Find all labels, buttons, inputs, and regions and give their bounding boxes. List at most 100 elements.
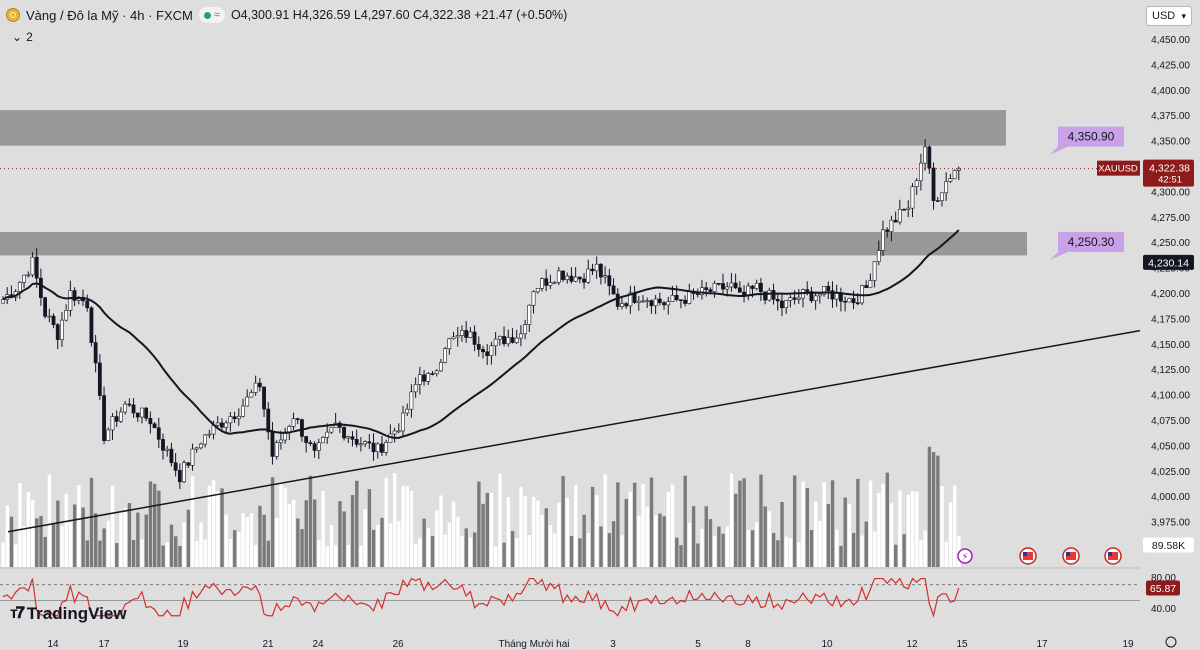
candle-body [906, 207, 911, 210]
volume-bar [675, 537, 679, 567]
volume-bar [254, 544, 258, 567]
ma-value-tag: 4,230.14 [1148, 257, 1189, 269]
volume-bar [35, 518, 39, 567]
candle-body [712, 283, 717, 292]
volume-bar [763, 506, 767, 567]
candle-body [350, 436, 355, 440]
volume-bar [207, 485, 212, 567]
volume-bar [195, 540, 199, 567]
candlesticks[interactable] [1, 139, 961, 490]
volume-bar [317, 539, 321, 567]
indicator-toggle[interactable]: ⌄ 2 [12, 30, 33, 44]
candle-body [594, 263, 599, 272]
volume-bar [279, 481, 283, 567]
candle-body [855, 302, 860, 305]
trendline[interactable] [7, 329, 1141, 533]
candle-body [245, 396, 250, 407]
volume-bar [721, 533, 725, 567]
candle-body [249, 392, 254, 398]
price-tick-label: 4,375.00 [1151, 111, 1190, 122]
candle-body [754, 282, 759, 289]
candle-body [1, 299, 5, 304]
candle-body [447, 338, 452, 350]
trendline-segment [7, 329, 1141, 533]
candle-body [725, 286, 730, 290]
time-axis[interactable]: 14 17 19 21 24 26 Tháng Mười hai 3 5 8 10 12 15 17 19 [47, 636, 1177, 650]
candle-body [165, 448, 170, 451]
volume-bar [881, 483, 885, 567]
candle-body [531, 291, 536, 306]
volume-bar [679, 545, 683, 567]
volume-bar [77, 485, 81, 567]
volume-bar [839, 545, 843, 567]
volume-bar [843, 497, 847, 567]
volume-bar [397, 521, 401, 567]
volume-bar [940, 485, 944, 567]
volume-bar [826, 504, 831, 567]
candle-body [695, 293, 700, 295]
candle-body [455, 335, 460, 338]
volume-bar [1, 542, 5, 567]
volume-bar [312, 499, 317, 567]
volume-bar [329, 524, 334, 567]
candle-body [590, 268, 595, 272]
volume-bar [927, 446, 932, 567]
rsi-panel [0, 567, 1200, 618]
volume-bar [641, 484, 645, 567]
tradingview-logo[interactable]: ᴛ𝟕 TradingView [10, 604, 127, 624]
volume-bar [439, 495, 443, 567]
candle-body [620, 303, 624, 307]
ma-line [2, 229, 960, 439]
volume-bar [291, 499, 296, 567]
volume-bar [919, 540, 923, 567]
volume-bar [729, 473, 734, 567]
candle-body [266, 408, 271, 433]
volume-bar [401, 485, 405, 567]
candle-body [232, 416, 237, 420]
candle-body [518, 333, 523, 339]
candle-body [173, 462, 178, 471]
candle-body [771, 290, 776, 300]
candle-body [952, 170, 957, 179]
candle-body [270, 431, 275, 457]
volume-bar [64, 493, 68, 567]
volume-bar [182, 522, 186, 567]
time-tick-label: 26 [392, 639, 404, 650]
time-tick-label: 24 [312, 639, 324, 650]
candle-body [843, 300, 848, 303]
price-tick-label: 3,975.00 [1151, 518, 1190, 529]
volume-bar [531, 496, 536, 567]
candle-body [796, 297, 801, 300]
candle-body [308, 442, 313, 444]
volume-bar [262, 514, 266, 567]
candle-body [220, 422, 224, 428]
volume-bar [216, 491, 220, 567]
ma-value-tag-bg [1143, 254, 1194, 270]
volume-bar [106, 520, 111, 567]
volume-bar [169, 524, 174, 567]
volume-bar [249, 513, 254, 567]
market-status-pill[interactable]: ≈ [198, 7, 225, 23]
candle-body [598, 263, 603, 278]
volume-bar [430, 535, 435, 567]
volume-bar [658, 513, 662, 567]
volume-bar [835, 529, 839, 567]
candle-body [405, 408, 410, 414]
symbol-title[interactable]: Vàng / Đô la Mỹ · 4h · FXCM [26, 7, 193, 23]
candle-body [910, 186, 915, 209]
candle-body [535, 287, 540, 293]
candle-body [523, 324, 528, 335]
volume-bar [5, 505, 10, 567]
candle-body [678, 299, 683, 302]
volume-bar [717, 526, 721, 567]
volume-bar [885, 472, 890, 567]
candle-body [860, 285, 864, 304]
volume-bar [637, 515, 641, 567]
event-markers[interactable]: ⚡ [957, 547, 1122, 565]
rsi-value-tag: 65.87 [1150, 583, 1176, 595]
volume-bar [275, 518, 279, 567]
volume-bar [241, 512, 245, 567]
currency-select[interactable]: USD ▾ [1146, 6, 1192, 26]
volume-bar [540, 514, 544, 567]
